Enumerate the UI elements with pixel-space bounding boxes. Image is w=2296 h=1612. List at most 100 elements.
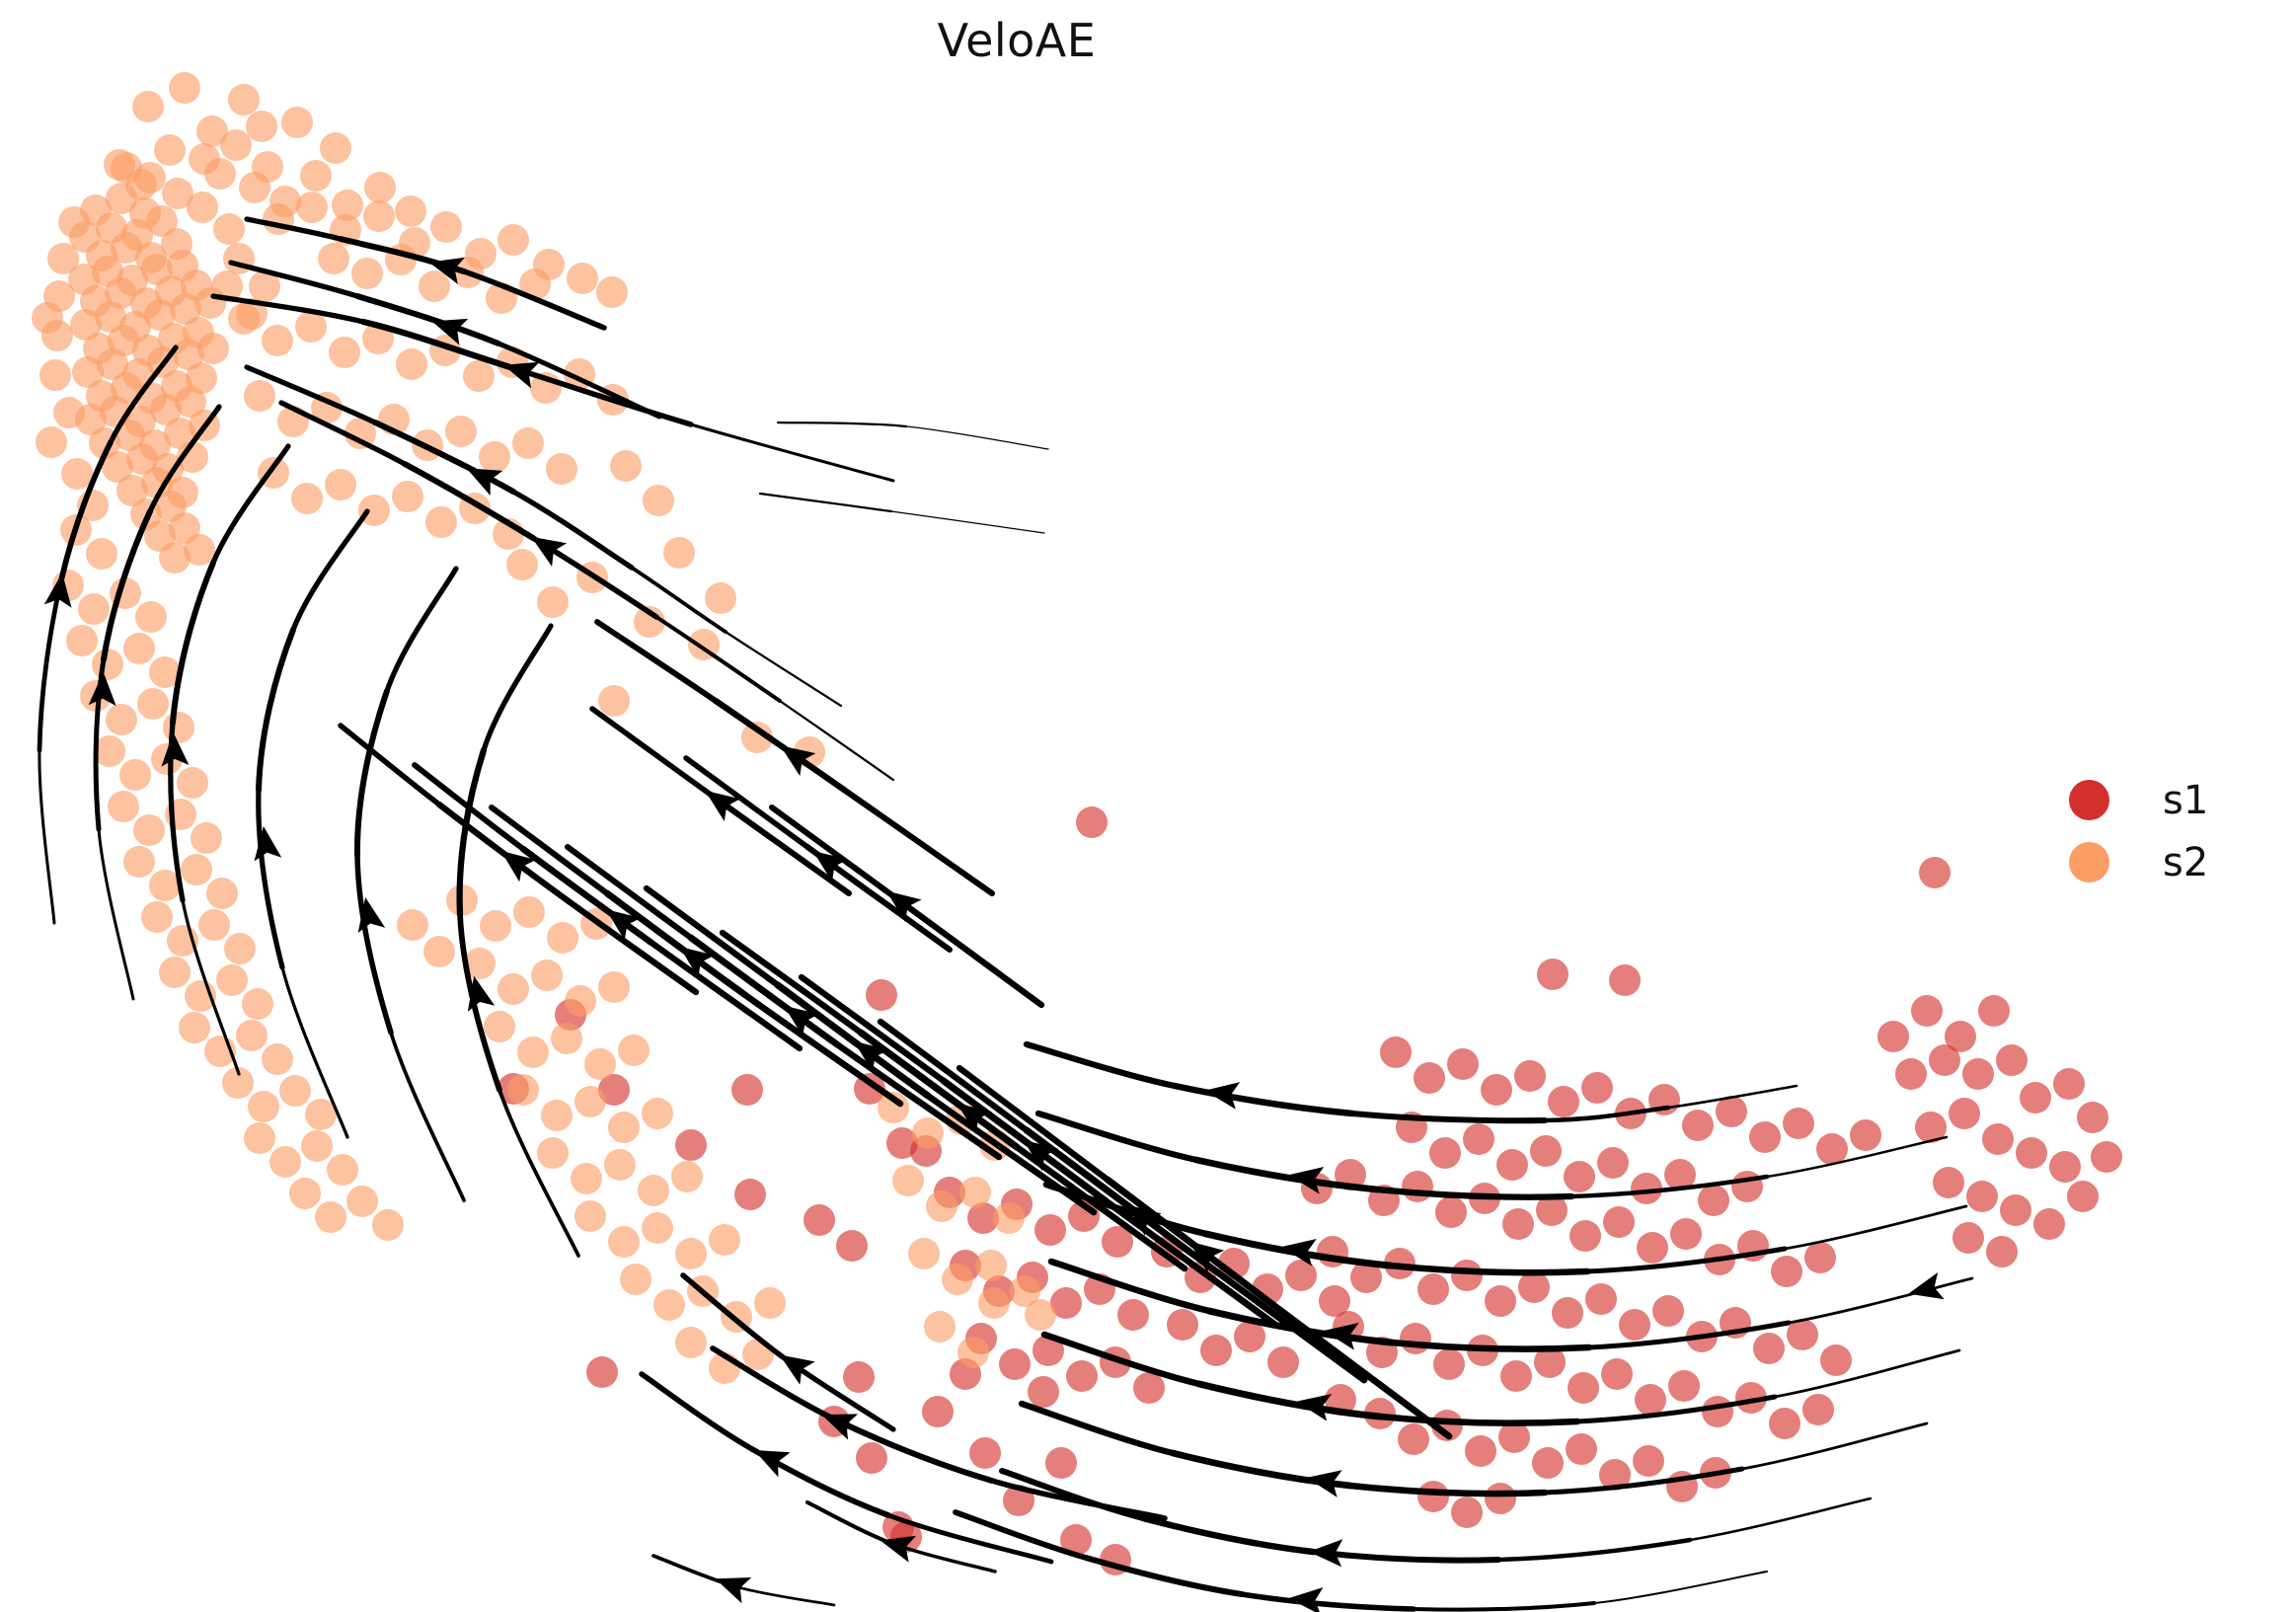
scatter-point-s1 xyxy=(1350,1262,1382,1293)
streamline-segment xyxy=(1386,1262,1591,1276)
flow-arrowhead-icon xyxy=(1323,1323,1359,1350)
streamline-segment xyxy=(1083,1555,1245,1597)
scatter-point-s2 xyxy=(228,303,260,335)
flow-arrowhead-icon xyxy=(885,890,922,922)
scatter-point-s2 xyxy=(912,1117,944,1149)
scatter-point-s2 xyxy=(358,495,390,526)
streamline-segment xyxy=(101,508,153,662)
scatter-point-s2 xyxy=(574,1086,606,1117)
scatter-point-s2 xyxy=(249,270,280,302)
flow-arrowhead-icon xyxy=(779,1354,815,1385)
scatter-point-s1 xyxy=(1702,1396,1733,1427)
flow-arrowhead-icon xyxy=(1204,1082,1241,1110)
scatter-point-s2 xyxy=(419,270,450,302)
streamline-segment xyxy=(924,1092,1098,1216)
streamline-segment xyxy=(630,566,727,634)
scatter-point-s2 xyxy=(517,1036,549,1068)
scatter-point-s1 xyxy=(1496,1149,1528,1181)
streamline-segment xyxy=(1376,1413,1581,1426)
scatter-point-s2 xyxy=(975,1250,1007,1281)
scatter-point-s1 xyxy=(999,1348,1031,1380)
scatter-point-s2 xyxy=(546,453,577,485)
scatter-point-s2 xyxy=(351,258,383,289)
scatter-point-s2 xyxy=(94,735,125,767)
scatter-point-s1 xyxy=(2033,1208,2065,1240)
scatter-point-s1 xyxy=(1500,1360,1532,1392)
streamline-segment xyxy=(1593,1571,1768,1604)
streamline-segment xyxy=(228,260,360,299)
scatter-point-s2 xyxy=(222,1067,254,1099)
scatter-point-s1 xyxy=(967,1202,999,1234)
scatter-point-s2 xyxy=(224,933,256,964)
streamline-segment xyxy=(805,1500,895,1546)
flow-arrowhead-icon xyxy=(1125,1204,1162,1236)
scatter-point-s2 xyxy=(53,397,85,428)
scatter-point-s2 xyxy=(513,896,545,928)
scatter-point-s1 xyxy=(1485,1285,1516,1317)
scatter-point-s1 xyxy=(1668,1370,1700,1402)
scatter-point-s1 xyxy=(1537,959,1569,990)
scatter-point-s2 xyxy=(479,441,510,473)
scatter-point-s1 xyxy=(1050,1287,1082,1319)
flow-arrowhead-icon xyxy=(1296,1393,1333,1421)
scatter-point-s2 xyxy=(506,549,538,580)
scatter-point-s2 xyxy=(187,192,218,223)
scatter-point-s2 xyxy=(942,1264,973,1295)
scatter-point-s2 xyxy=(135,601,167,633)
streamline-segment xyxy=(1412,1601,1596,1612)
streamline-segment xyxy=(648,939,804,1052)
scatter-point-s2 xyxy=(220,129,252,161)
scatter-point-s2 xyxy=(363,200,395,232)
scatter-point-s1 xyxy=(1664,1159,1696,1190)
scatter-point-s1 xyxy=(1911,995,1943,1027)
streamline-segment xyxy=(589,706,714,798)
scatter-point-s1 xyxy=(1548,1086,1579,1117)
streamline-segment xyxy=(1023,1040,1179,1090)
streamline-segment xyxy=(1018,1400,1177,1457)
flow-arrowhead-icon xyxy=(1288,1587,1324,1612)
streamline-segment xyxy=(776,421,908,428)
streamline-segment xyxy=(774,981,932,1100)
streamline-segment xyxy=(639,1371,755,1452)
streamline-segment xyxy=(353,688,390,858)
flow-arrowhead-icon xyxy=(431,318,469,345)
scatter-point-s1 xyxy=(1919,857,1951,888)
streamline-segment xyxy=(905,425,1049,450)
streamline-segment xyxy=(741,991,904,1108)
scatter-point-s2 xyxy=(329,337,360,368)
streamline-segment xyxy=(1574,1394,1778,1424)
scatter-point-s1 xyxy=(843,1361,875,1393)
streamline-segment xyxy=(108,345,179,445)
scatter-point-s2 xyxy=(159,542,191,574)
legend-marker-s1-icon xyxy=(2069,780,2109,820)
scatter-point-s2 xyxy=(754,1287,786,1319)
scatter-point-s2 xyxy=(642,1212,673,1244)
flow-arrowhead-icon xyxy=(254,825,282,862)
scatter-point-s2 xyxy=(392,481,423,512)
scatter-point-s2 xyxy=(464,948,496,979)
streamline-segment xyxy=(1666,1084,1799,1110)
streamline-segment xyxy=(687,934,841,1048)
scatter-point-s1 xyxy=(836,1230,868,1262)
streamline-segment xyxy=(181,898,241,1076)
scatter-point-s2 xyxy=(104,149,135,181)
scatter-point-s2 xyxy=(709,1224,740,1256)
scatter-point-s1 xyxy=(2067,1181,2099,1212)
scatter-point-s2 xyxy=(924,1311,956,1343)
streamline-segment xyxy=(510,489,635,571)
scatter-point-s1 xyxy=(1481,1074,1512,1106)
scatter-point-s2 xyxy=(638,1175,669,1206)
streamline-segment xyxy=(359,318,517,372)
scatter-point-s2 xyxy=(244,380,275,412)
streamline-segment xyxy=(461,269,607,331)
scatter-point-s2 xyxy=(244,1122,275,1154)
scatter-point-s2 xyxy=(125,169,157,200)
scatter-point-s2 xyxy=(279,1075,311,1107)
streamline-segment xyxy=(594,619,719,704)
streamline-segment xyxy=(1040,1331,1203,1388)
scatter-point-s1 xyxy=(1267,1346,1299,1378)
streamline-segment xyxy=(256,787,285,970)
scatter-point-s2 xyxy=(608,1226,640,1258)
scatter-point-s2 xyxy=(978,1287,1010,1319)
streamline-segment xyxy=(38,748,56,925)
